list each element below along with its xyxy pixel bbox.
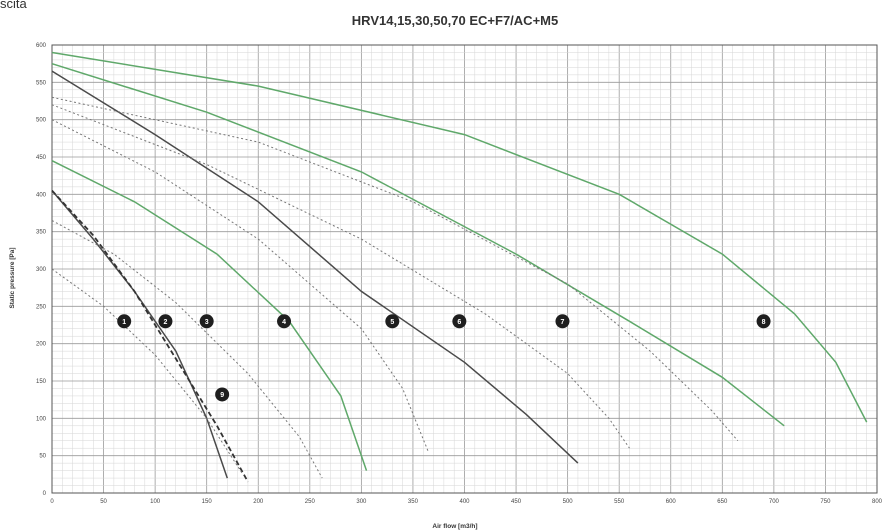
series-line-8 [51, 104, 630, 449]
y-tick-label: 500 [36, 118, 47, 124]
x-axis-label: Air flow [m3/h] [432, 523, 477, 530]
x-tick-label: 250 [305, 499, 316, 505]
chart-title: HRV14,15,30,50,70 EC+F7/AC+M5 [352, 13, 558, 28]
marker-label: 9 [220, 392, 224, 399]
x-tick-label: 800 [872, 499, 883, 505]
marker-circle [117, 314, 132, 329]
marker-circle [215, 387, 230, 402]
x-tick-label: 400 [459, 499, 470, 505]
marker-circle [756, 314, 771, 329]
series-line-9 [51, 62, 785, 427]
series-line-1 [51, 190, 229, 479]
grid [51, 44, 878, 494]
y-tick-label: 150 [36, 379, 47, 385]
curve-marker-7: 7 [555, 314, 570, 329]
curve-marker-5: 5 [385, 314, 400, 329]
x-tick-label: 700 [769, 499, 780, 505]
x-tick-label: 50 [100, 499, 107, 505]
x-tick-label: 100 [150, 499, 161, 505]
x-tick-label: 450 [511, 499, 522, 505]
series-line-7 [51, 70, 579, 464]
curve-marker-4: 4 [277, 314, 292, 329]
y-tick-label: 350 [36, 230, 47, 236]
series-line-2 [51, 189, 249, 483]
series-line-6 [51, 119, 429, 453]
marker-circle [277, 314, 292, 329]
series-line-10 [51, 96, 739, 442]
y-tick-label: 200 [36, 342, 47, 348]
y-tick-label: 100 [36, 416, 47, 422]
x-tick-label: 0 [50, 499, 54, 505]
marker-label: 4 [282, 319, 286, 326]
x-tick-label: 200 [253, 499, 264, 505]
x-tick-label: 750 [820, 499, 831, 505]
y-tick-label: 50 [39, 454, 46, 460]
marker-label: 3 [205, 319, 209, 326]
x-tick-label: 150 [202, 499, 213, 505]
marker-label: 8 [762, 319, 766, 326]
marker-circle [158, 314, 173, 329]
corner-text: scita [0, 0, 27, 11]
x-tick-label: 550 [614, 499, 625, 505]
marker-circle [452, 314, 467, 329]
curve-marker-6: 6 [452, 314, 467, 329]
x-tick-label: 350 [408, 499, 419, 505]
marker-label: 6 [457, 319, 461, 326]
y-tick-label: 550 [36, 80, 47, 86]
marker-circle [199, 314, 214, 329]
curve-marker-9: 9 [215, 387, 230, 402]
series-line-5 [51, 160, 368, 471]
marker-circle [385, 314, 400, 329]
y-tick-label: 450 [36, 155, 47, 161]
x-tick-label: 650 [717, 499, 728, 505]
marker-circle [555, 314, 570, 329]
curve-marker-3: 3 [199, 314, 214, 329]
marker-label: 7 [561, 319, 565, 326]
y-tick-label: 400 [36, 192, 47, 198]
series-layer [51, 51, 868, 483]
marker-label: 2 [163, 319, 167, 326]
x-tick-label: 600 [666, 499, 677, 505]
x-tick-label: 300 [356, 499, 367, 505]
x-tick-label: 500 [563, 499, 574, 505]
y-tick-label: 300 [36, 267, 47, 273]
marker-label: 1 [122, 319, 126, 326]
y-tick-label: 600 [36, 43, 47, 49]
curve-marker-2: 2 [158, 314, 173, 329]
series-line-11 [51, 51, 868, 423]
marker-label: 5 [390, 319, 394, 326]
series-line-4 [51, 220, 323, 479]
y-axis-label: Static pressure [Pa] [9, 247, 16, 308]
marker-layer: 1 2 3 4 5 6 7 8 9 [117, 314, 771, 402]
y-tick-label: 250 [36, 304, 47, 310]
series-line-3 [51, 268, 244, 475]
curve-marker-1: 1 [117, 314, 132, 329]
curve-marker-8: 8 [756, 314, 771, 329]
y-tick-label: 0 [43, 491, 47, 497]
